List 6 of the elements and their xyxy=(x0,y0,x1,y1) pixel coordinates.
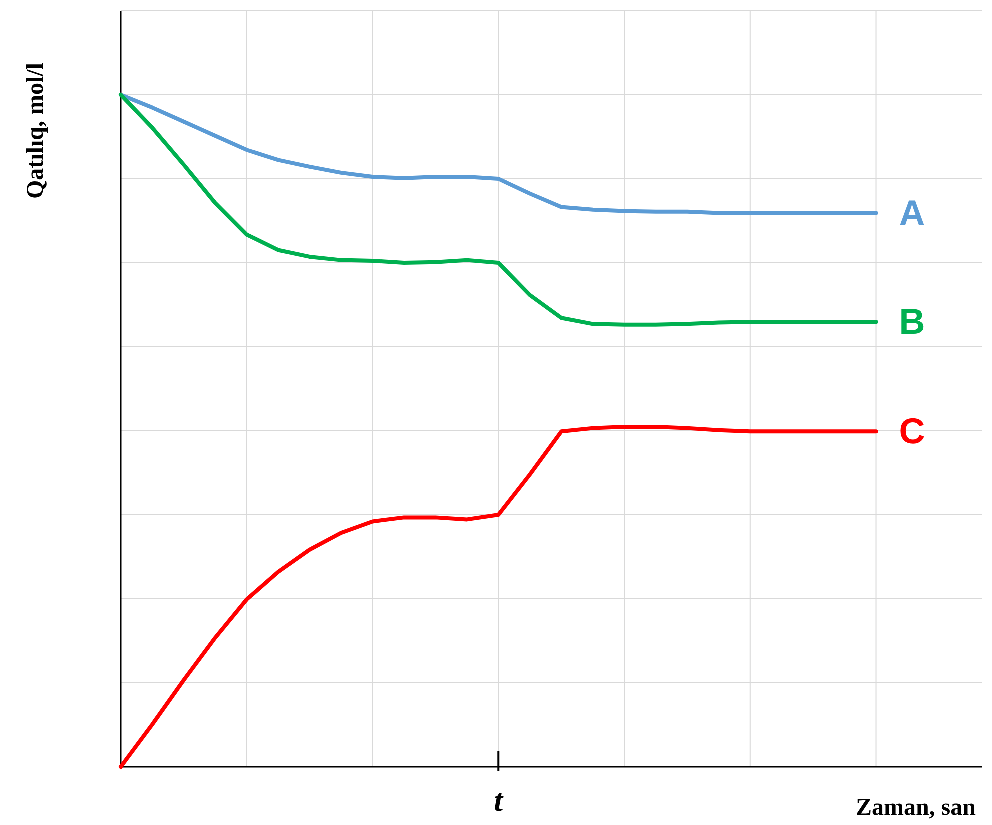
x-axis-title: Zaman, san xyxy=(856,795,976,821)
text: t xyxy=(494,782,504,818)
series-label: A xyxy=(899,192,926,234)
y-axis-title: Qatılıq, mol/l xyxy=(23,62,49,200)
series-label: C xyxy=(899,410,926,452)
series-label: B xyxy=(899,301,926,342)
